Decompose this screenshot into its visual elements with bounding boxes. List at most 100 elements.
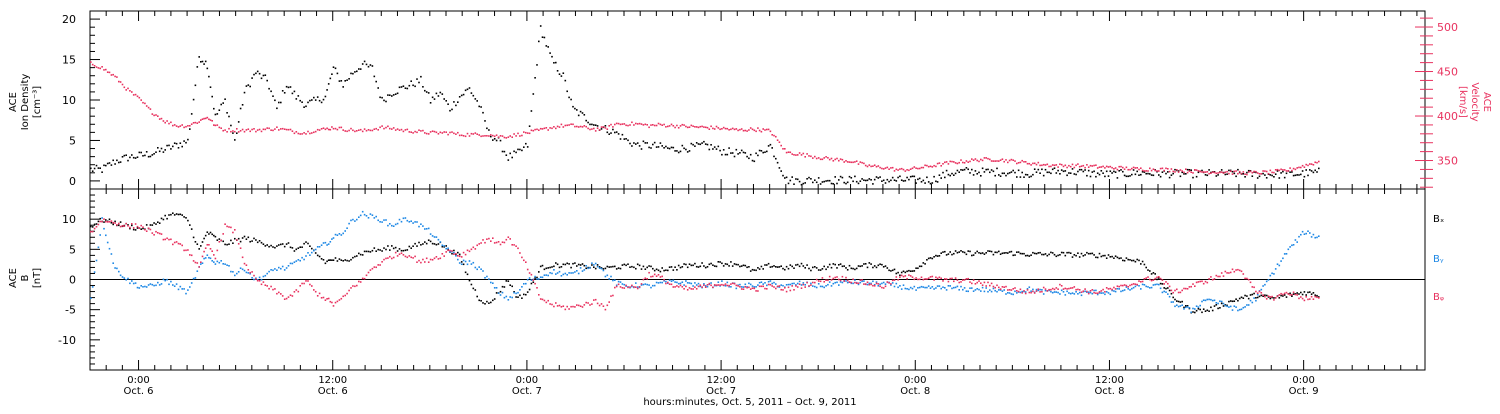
velocity-series-point: [881, 167, 883, 170]
bz-series-point: [1167, 282, 1169, 285]
ion-density-series-point: [114, 163, 116, 165]
by-series-point: [974, 289, 977, 291]
bx-series-point: [305, 241, 307, 243]
bz-series-point: [493, 242, 496, 244]
bx-series-point: [999, 253, 1002, 255]
ion-density-series-point: [443, 98, 445, 100]
velocity-series-point: [1044, 164, 1047, 166]
ion-density-series-point: [203, 63, 205, 65]
by-series-point: [652, 284, 654, 287]
bx-series-point: [1246, 295, 1248, 297]
by-series-point: [1001, 290, 1004, 292]
by-series-point: [119, 274, 122, 277]
bx-series-point: [890, 270, 892, 272]
bz-series-point: [945, 278, 948, 280]
bz-series-point: [155, 230, 157, 233]
bx-series-point: [854, 268, 856, 271]
by-series-point: [369, 213, 372, 215]
ion-density-series-point: [1309, 169, 1311, 171]
bz-series-point: [140, 224, 142, 227]
ion-density-series-point: [218, 109, 221, 111]
by-series-point: [543, 274, 546, 276]
bx-series-point: [1229, 300, 1232, 302]
bz-series-point: [123, 225, 126, 227]
velocity-series-point: [281, 127, 284, 130]
ion-density-series-point: [585, 119, 587, 122]
bx-series-point: [737, 263, 739, 266]
bz-series-point: [1010, 289, 1013, 291]
velocity-series-point: [868, 164, 871, 166]
bz-series-point: [476, 244, 478, 247]
bz-series-point: [1177, 291, 1180, 294]
bx-series-point: [375, 250, 377, 252]
by-series-point: [258, 276, 261, 279]
by-series-point: [373, 217, 376, 219]
ion-density-series-point: [1246, 171, 1248, 174]
velocity-series-point: [1093, 164, 1095, 167]
ion-density-series-point: [276, 107, 278, 110]
velocity-series-point: [457, 131, 459, 134]
bx-series-point: [1179, 301, 1182, 303]
velocity-series-point: [857, 163, 860, 165]
velocity-series-point: [551, 127, 553, 130]
by-series-point: [1147, 286, 1149, 288]
bx-series-point: [204, 234, 207, 237]
ion-density-series-point: [1282, 170, 1284, 173]
ion-density-series-point: [981, 167, 984, 170]
bz-series-point: [519, 252, 521, 254]
ion-density-series-point: [825, 180, 827, 182]
bx-series-point: [394, 246, 397, 249]
velocity-series-point: [1300, 166, 1302, 169]
bx-series-point: [1120, 257, 1122, 259]
bx-series-point: [1035, 252, 1038, 255]
ion-density-series-point: [706, 143, 709, 146]
ion-density-series-point: [722, 149, 725, 151]
bx-series-point: [458, 253, 461, 256]
by-series-point: [1125, 286, 1128, 288]
velocity-series-point: [1305, 163, 1307, 166]
bz-series-point: [730, 283, 732, 285]
by-series-point: [239, 267, 242, 269]
ion-density-series-point: [398, 86, 401, 89]
ion-density-series-point: [132, 156, 135, 159]
bz-series-point: [1030, 291, 1032, 294]
bz-series-point: [1170, 289, 1173, 292]
by-series-point: [326, 244, 328, 246]
bz-series-point: [168, 238, 170, 241]
velocity-series-point: [289, 128, 292, 131]
bz-series-point: [517, 247, 519, 250]
bx-series-point: [562, 263, 565, 266]
bx-series-point: [1213, 305, 1216, 307]
by-series-point: [1316, 236, 1318, 239]
bx-series-point: [904, 271, 907, 274]
ion-density-series-point: [541, 36, 544, 38]
velocity-series-point: [175, 125, 178, 127]
velocity-series-point: [976, 159, 978, 162]
bz-series-point: [93, 227, 96, 230]
bz-series-point: [474, 248, 477, 250]
bx-series-point: [713, 265, 716, 267]
velocity-series-point: [234, 130, 236, 133]
bz-series-point: [652, 275, 654, 278]
bx-series-point: [558, 266, 561, 269]
velocity-series-point: [476, 133, 478, 135]
ion-density-series-point: [1273, 176, 1275, 178]
ion-density-series-point: [198, 56, 200, 58]
ion-density-series-point: [118, 161, 120, 164]
by-series-point: [681, 281, 684, 283]
bz-series-point: [280, 293, 282, 295]
bz-series-point: [523, 259, 525, 262]
bz-series-point: [933, 279, 935, 281]
by-series-point: [929, 287, 932, 289]
velocity-series-point: [644, 123, 647, 126]
ion-density-series-point: [342, 86, 344, 88]
bx-series-point: [929, 257, 932, 259]
bz-series-point: [1269, 296, 1272, 298]
ion-density-series-point: [998, 174, 1000, 176]
by-series-point: [897, 286, 899, 289]
bx-series-point: [1066, 251, 1068, 254]
ion-density-series-point: [484, 120, 486, 122]
bz-series-point: [572, 305, 574, 308]
bz-series-point: [1023, 290, 1025, 292]
bz-series-point: [962, 279, 964, 281]
